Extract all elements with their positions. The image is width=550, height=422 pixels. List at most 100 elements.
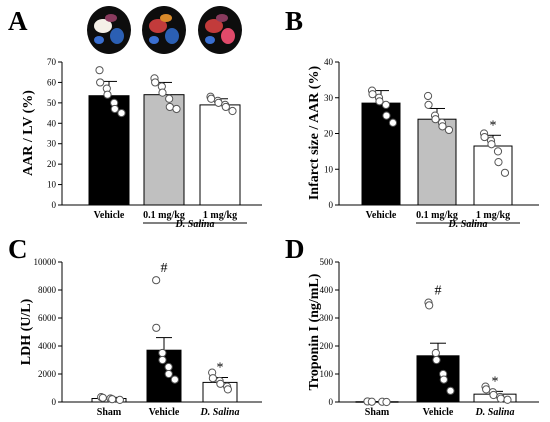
heart-slice-0.1mg-region — [149, 19, 167, 33]
panel-a-data-point — [95, 66, 104, 75]
panel-a-group-label: D. Salina — [175, 219, 215, 230]
panel-b-data-point — [423, 91, 433, 101]
panel-a-y-tick-label: 30 — [47, 139, 57, 149]
panel-b-y-axis-title: Infarct size / AAR (%) — [307, 66, 322, 201]
panel-b-category-label: 0.1 mg/kg — [416, 210, 458, 221]
panel-a-data-point — [158, 88, 167, 97]
panel-c-significance-mark: * — [217, 361, 224, 376]
panel-a-data-point — [207, 94, 216, 103]
panel-a-y-tick-label: 60 — [47, 77, 57, 87]
panel-b-data-point — [368, 90, 377, 99]
panel-d-bar-1 — [355, 401, 399, 403]
panel-c-y-tick-label: 10000 — [34, 257, 57, 267]
panel-a-data-point — [172, 104, 181, 114]
panel-a-category-label: Vehicle — [94, 210, 125, 221]
heart-slice-0.1mg-region — [149, 36, 159, 44]
panel-c-data-point — [223, 385, 232, 394]
panel-d-data-point — [425, 301, 434, 310]
panel-c-data-point — [98, 393, 107, 402]
panel-a-data-point — [151, 78, 160, 87]
panel-c-data-point — [152, 323, 161, 332]
panel-d-data-point — [446, 386, 455, 395]
panel-c-y-tick-label: 4000 — [38, 341, 57, 351]
panel-b-group-label: D. Salina — [448, 219, 488, 230]
panel-b-bar-1 — [361, 102, 401, 206]
panel-c-data-point — [164, 369, 173, 379]
panel-a-data-point — [214, 98, 223, 107]
panel-b-y-tick-label: 40 — [324, 57, 334, 67]
panel-b-y-tick-label: 30 — [324, 93, 334, 103]
panel-c-significance-mark: # — [161, 261, 168, 276]
panel-b-category-label: 1 mg/kg — [476, 210, 510, 221]
panel-b-y-tick-label: 0 — [329, 200, 334, 210]
panel-d-data-point — [382, 397, 391, 407]
panel-a-data-point — [165, 94, 174, 103]
panel-c-data-point — [208, 374, 217, 383]
panel-b-data-point — [494, 158, 503, 167]
panel-d-y-tick-label: 400 — [320, 285, 334, 295]
panel-b-data-point — [500, 168, 510, 177]
panel-a-bar-3 — [199, 104, 241, 206]
panel-d-significance-mark: # — [435, 284, 442, 299]
panel-b-data-point — [388, 118, 398, 127]
panel-d-data-point — [439, 375, 448, 384]
panel-d-data-point — [367, 397, 376, 406]
panel-a-y-tick-label: 50 — [47, 98, 57, 108]
panel-b-data-point — [493, 147, 503, 156]
panel-b-data-point — [424, 100, 433, 110]
panel-c-data-point — [108, 395, 117, 404]
heart-slice-1mg — [198, 6, 242, 54]
heart-slice-1mg-region — [205, 36, 215, 44]
panel-c-y-tick-label: 2000 — [38, 369, 57, 379]
panel-b-data-point — [431, 115, 440, 124]
panel-d-y-tick-label: 200 — [320, 341, 334, 351]
panel-a-y-tick-label: 0 — [52, 200, 57, 210]
panel-b-data-point — [381, 100, 391, 110]
heart-slice-1mg-region — [216, 14, 228, 22]
panel-c-data-point — [170, 375, 179, 384]
panel-b-data-point — [480, 132, 489, 142]
panel-a-y-tick-label: 20 — [47, 159, 57, 169]
heart-slice-vehicle-region — [94, 19, 112, 33]
panel-c-y-tick-label: 0 — [52, 397, 57, 407]
panel-c-data-point — [115, 395, 124, 404]
panel-c-letter: C — [8, 234, 28, 264]
panel-a-y-tick-label: 70 — [47, 57, 57, 67]
heart-slice-vehicle-region — [94, 36, 104, 44]
panel-c-category-label: Sham — [97, 407, 122, 418]
panel-c-data-point — [158, 355, 167, 365]
panel-d-data-point — [431, 348, 440, 358]
panel-d-significance-mark: * — [492, 374, 499, 389]
panel-d-category-label: Vehicle — [423, 407, 454, 418]
panel-d-y-tick-label: 300 — [320, 313, 334, 323]
panel-d-y-tick-label: 500 — [320, 257, 334, 267]
panel-d-data-point — [482, 385, 491, 394]
panel-d-data-point — [432, 355, 441, 365]
heart-slice-0.1mg-region — [165, 28, 179, 44]
panel-c-y-tick-label: 6000 — [38, 313, 57, 323]
panel-b-data-point — [438, 122, 447, 131]
panel-b-y-tick-label: 10 — [324, 164, 334, 174]
panel-a-y-tick-label: 40 — [47, 118, 57, 128]
panel-a-data-point — [221, 102, 230, 112]
panel-b-data-point — [382, 111, 391, 120]
panel-d-y-axis-title: Troponin I (ng/mL) — [307, 273, 322, 390]
panel-d-data-point — [503, 395, 512, 404]
heart-slice-vehicle-region — [105, 14, 117, 22]
panel-c-data-point — [152, 276, 161, 285]
panel-c-y-tick-label: 8000 — [38, 285, 57, 295]
panel-b-data-point — [444, 125, 454, 135]
panel-d-category-label: D. Salina — [475, 407, 515, 418]
panel-c-data-point — [164, 362, 173, 372]
panel-a-letter: A — [8, 6, 28, 36]
panel-b-letter: B — [285, 6, 303, 36]
panel-d-y-tick-label: 100 — [320, 369, 334, 379]
panel-d-category-label: Sham — [365, 407, 390, 418]
heart-slice-1mg-region — [221, 28, 235, 44]
panel-a-data-point — [96, 78, 105, 87]
panel-d-y-tick-label: 0 — [329, 397, 334, 407]
panel-a-data-point — [228, 106, 237, 116]
panel-b-category-label: Vehicle — [366, 210, 397, 221]
panel-a-data-point — [165, 102, 174, 112]
